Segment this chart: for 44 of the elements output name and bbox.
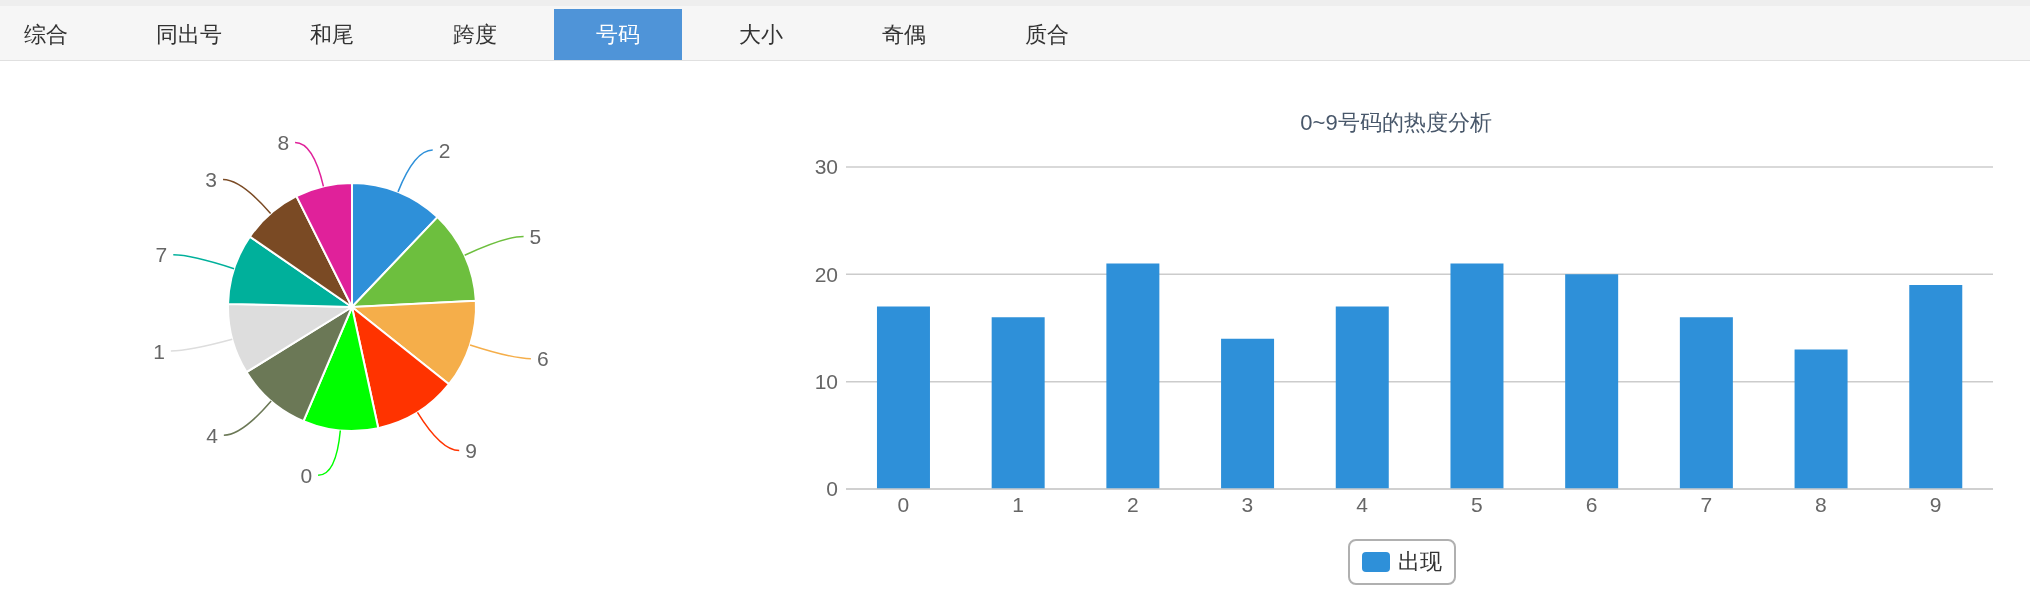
bar — [1909, 285, 1963, 489]
x-tick-label: 0 — [897, 492, 910, 516]
category-label: 和尾 — [310, 20, 354, 49]
bar — [1794, 349, 1848, 489]
bar — [991, 317, 1045, 489]
y-tick-label: 0 — [826, 477, 838, 501]
bar — [1106, 263, 1160, 489]
slice-label: 6 — [536, 347, 549, 371]
x-tick-label: 6 — [1585, 492, 1598, 516]
bar — [1679, 317, 1733, 489]
slice-label: 2 — [438, 138, 451, 162]
x-tick-label: 2 — [1126, 492, 1139, 516]
slice-label: 9 — [465, 439, 477, 463]
legend-label: 出现 — [1398, 548, 1442, 576]
bar — [1221, 338, 1275, 489]
bar — [1335, 306, 1389, 489]
category-label: 同出号 — [156, 20, 222, 49]
category-label: 奇偶 — [882, 20, 926, 49]
x-tick-label: 4 — [1356, 492, 1369, 516]
chart-title: 0~9号码的热度分析 — [1299, 109, 1493, 137]
y-tick-label: 10 — [814, 370, 838, 394]
x-tick-label: 9 — [1929, 492, 1942, 516]
x-tick-label: 5 — [1471, 492, 1483, 516]
category-label: 跨度 — [453, 20, 497, 49]
x-tick-label: 3 — [1241, 492, 1254, 516]
y-tick-label: 20 — [814, 262, 838, 286]
slice-label: 4 — [206, 423, 219, 447]
bar — [876, 306, 930, 489]
slice-label: 8 — [277, 131, 290, 155]
x-tick-label: 8 — [1815, 492, 1827, 516]
slice-label: 0 — [300, 463, 313, 487]
x-tick-label: 1 — [1012, 492, 1024, 516]
slice-label: 7 — [155, 243, 168, 267]
slice-label: 3 — [205, 168, 218, 192]
y-tick-label: 30 — [814, 155, 838, 179]
bar — [1565, 274, 1619, 489]
x-tick-label: 7 — [1700, 492, 1713, 516]
bar — [1450, 263, 1504, 489]
category-label: 号码 — [596, 20, 640, 49]
category-label: 大小 — [739, 20, 783, 49]
category-label: 综合 — [24, 20, 68, 49]
slice-label: 1 — [153, 339, 165, 363]
slice-label: 5 — [529, 224, 542, 248]
category-label: 质合 — [1025, 20, 1069, 49]
